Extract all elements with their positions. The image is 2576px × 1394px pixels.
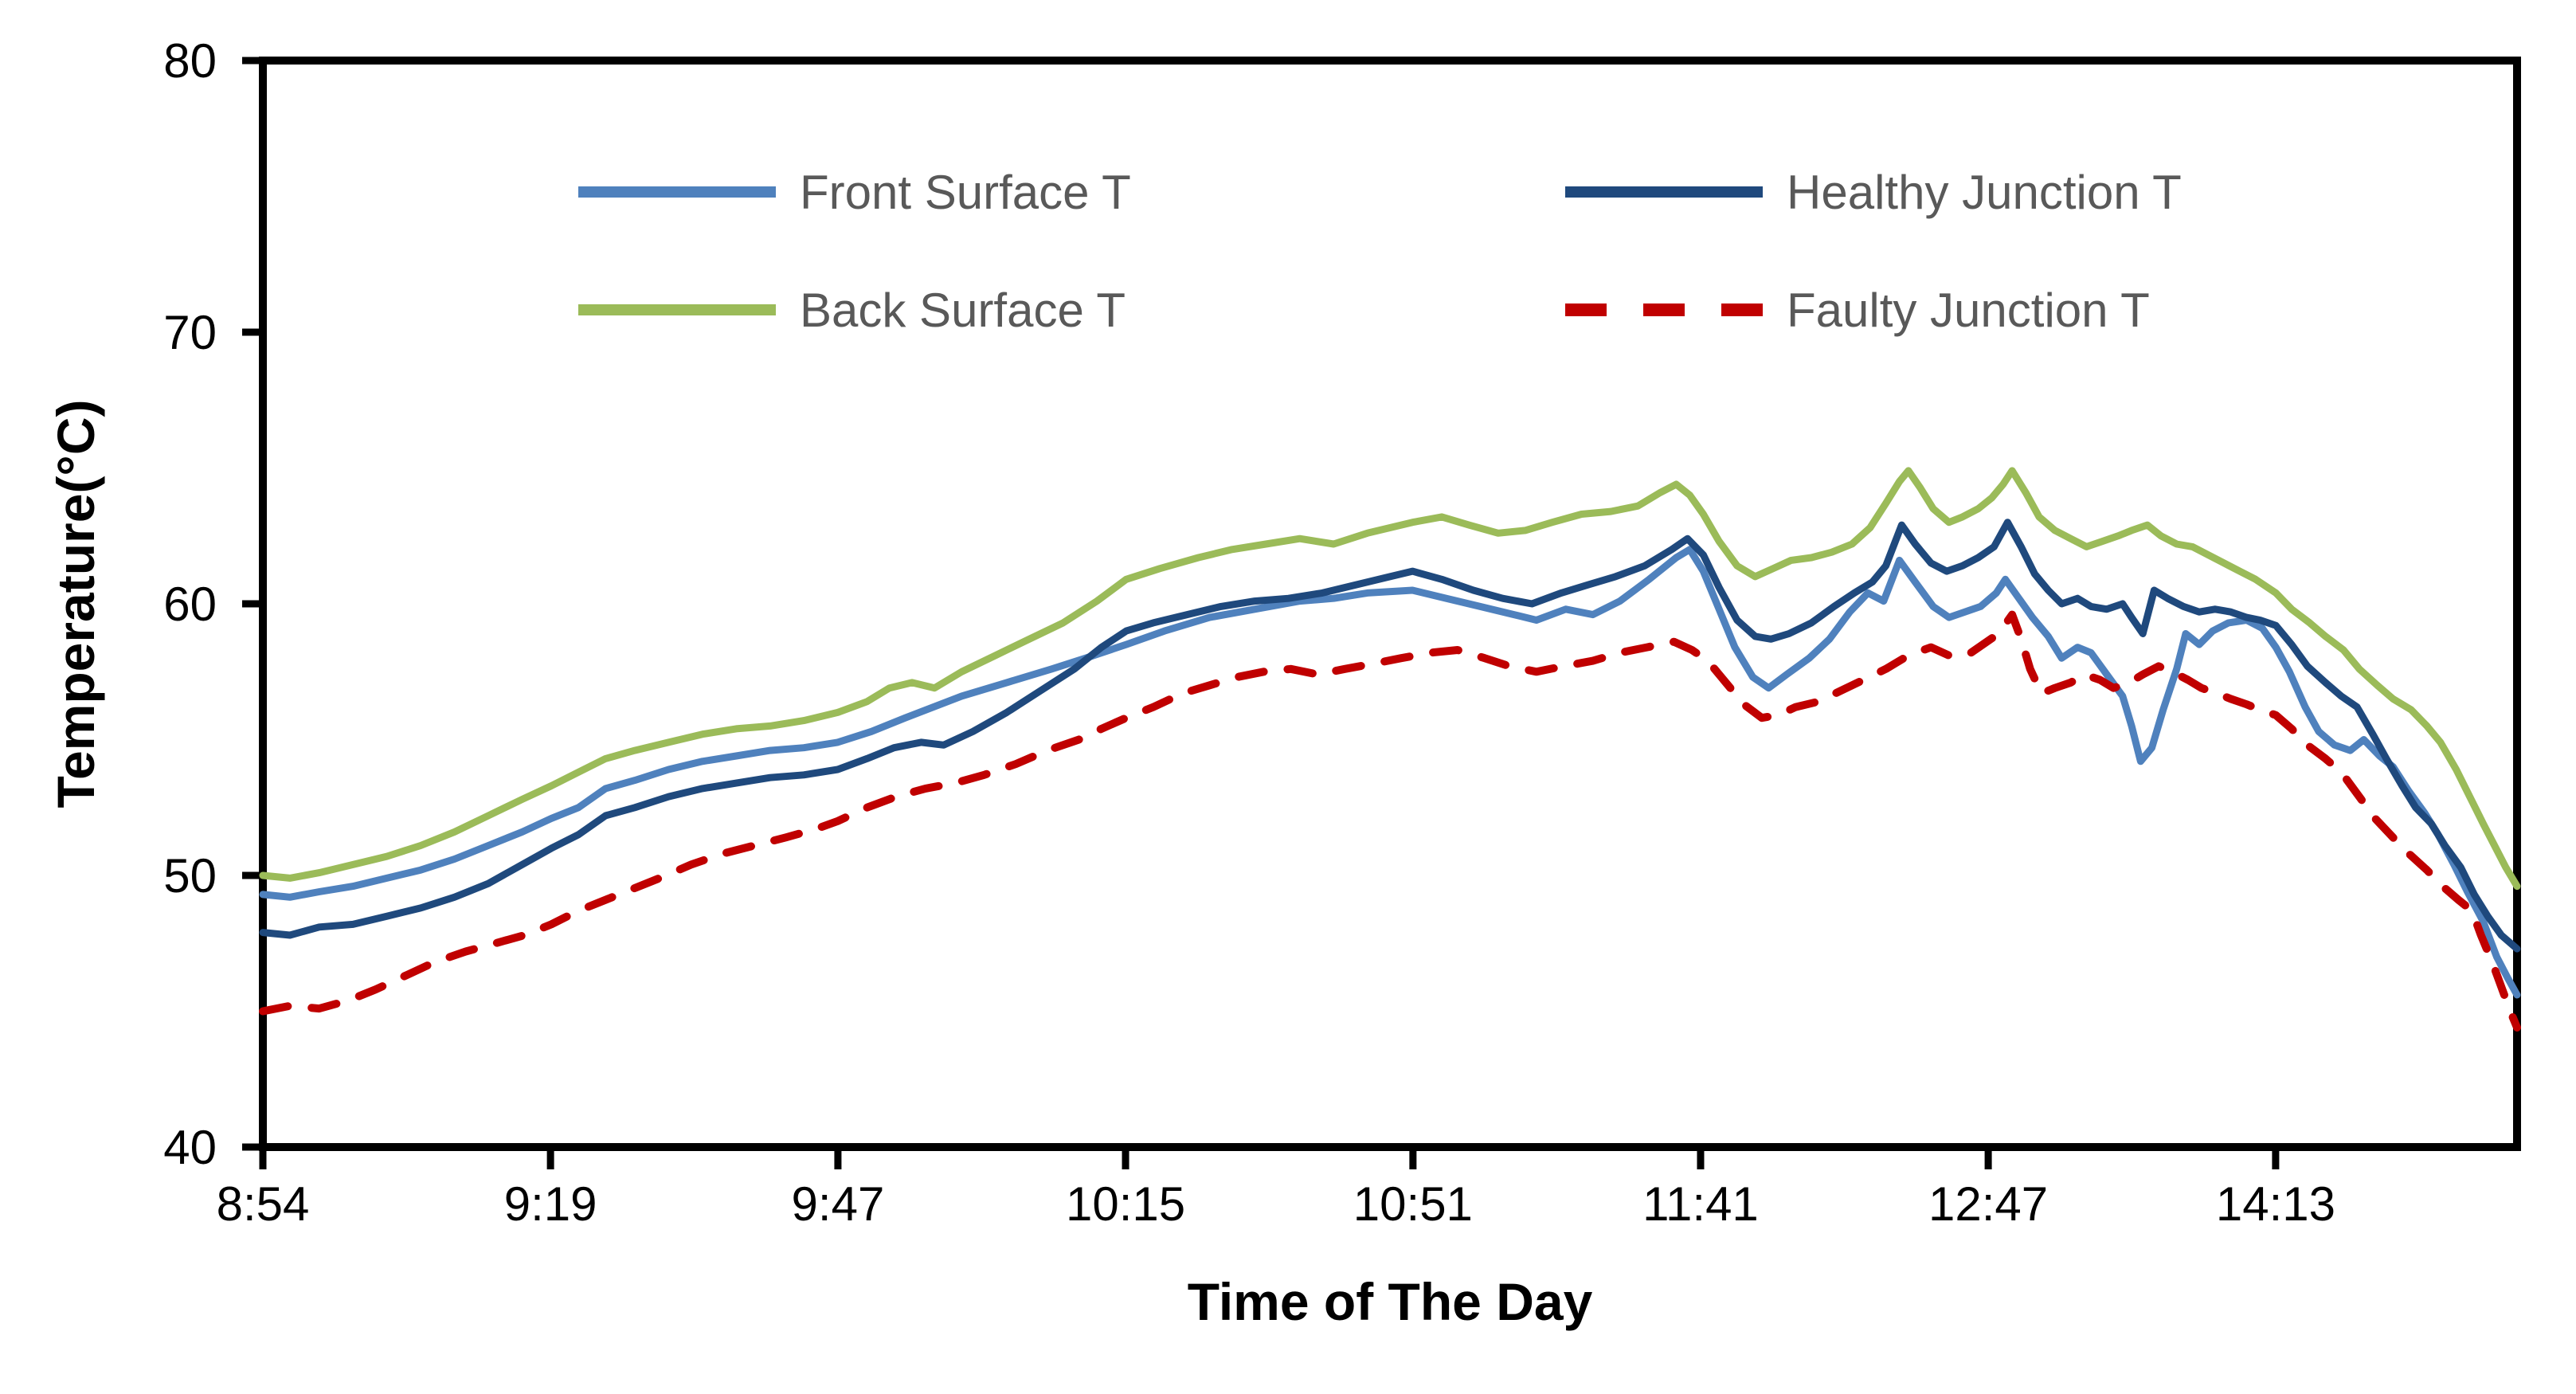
series-line-back-surface-t — [259, 467, 2521, 891]
x-tick-label: 12:47 — [1928, 1177, 2048, 1231]
x-tick-label: 10:15 — [1066, 1177, 1185, 1231]
legend-item-front-surface-t: Front Surface T — [577, 165, 1131, 219]
x-tick-label: 14:13 — [2216, 1177, 2335, 1231]
legend-swatch-back-surface-t — [578, 304, 776, 315]
x-tick-label: 11:41 — [1642, 1177, 1759, 1231]
legend-label-healthy-junction-t: Healthy Junction T — [1787, 165, 2182, 219]
x-tick-label: 8:54 — [217, 1177, 310, 1231]
y-tick-label: 40 — [163, 1121, 217, 1174]
y-axis-title: Temperature(°C) — [46, 399, 105, 809]
x-tick-label: 9:47 — [792, 1177, 885, 1231]
y-tick-label: 80 — [163, 34, 217, 88]
legend-item-healthy-junction-t: Healthy Junction T — [1564, 165, 2182, 219]
x-axis-title: Time of The Day — [1187, 1272, 1593, 1331]
legend-item-back-surface-t: Back Surface T — [577, 283, 1126, 337]
y-tick-label: 70 — [163, 306, 217, 359]
series-line-healthy-junction-t — [259, 519, 2521, 953]
legend-label-faulty-junction-t: Faulty Junction T — [1787, 283, 2150, 337]
legend-label-front-surface-t: Front Surface T — [800, 165, 1131, 219]
y-tick-label: 50 — [163, 849, 217, 903]
y-tick-label: 60 — [163, 578, 217, 631]
x-tick-label: 9:19 — [504, 1177, 597, 1231]
legend-item-faulty-junction-t: Faulty Junction T — [1564, 283, 2150, 337]
x-tick-label: 10:51 — [1353, 1177, 1473, 1231]
series-line-front-surface-t — [259, 546, 2521, 999]
series-line-faulty-junction-t — [259, 610, 2521, 1032]
legend-swatch-front-surface-t — [578, 186, 776, 198]
legend-swatch-faulty-junction-t — [1565, 303, 1763, 316]
legend-swatch-healthy-junction-t — [1565, 186, 1763, 198]
legend-label-back-surface-t: Back Surface T — [800, 283, 1126, 337]
